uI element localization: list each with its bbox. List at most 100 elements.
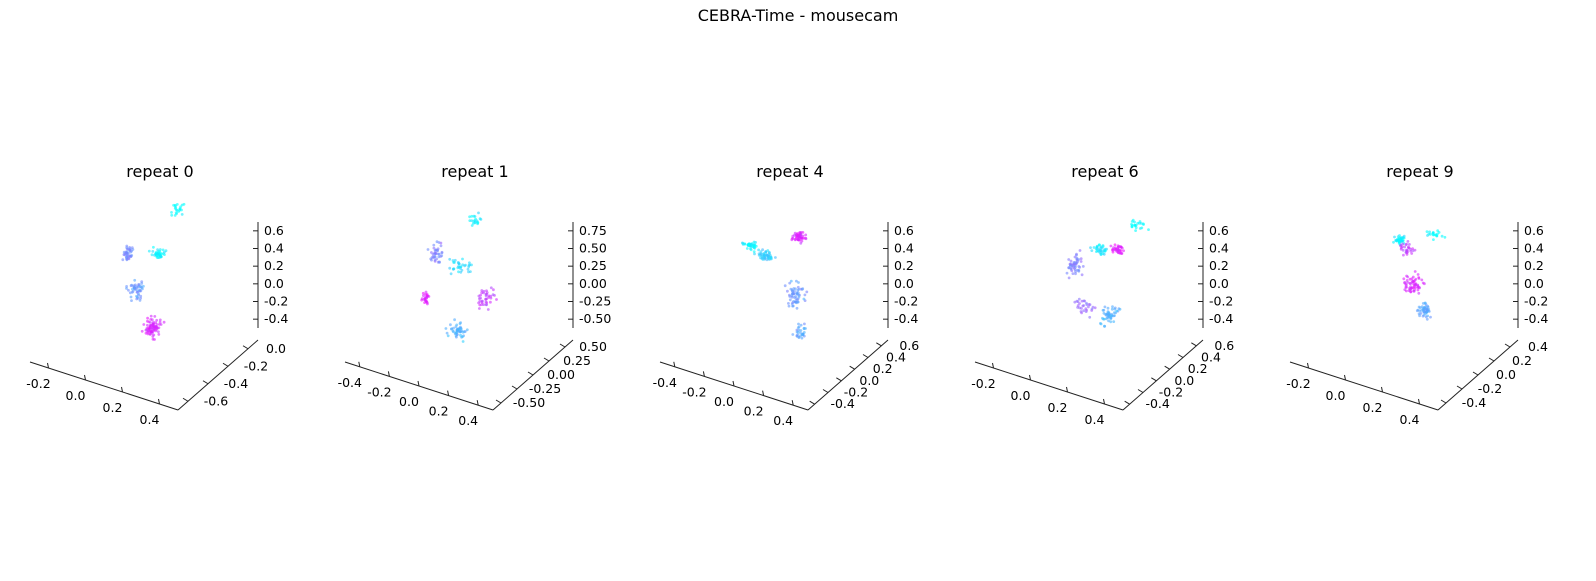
data-point xyxy=(1113,307,1117,311)
data-point xyxy=(1074,262,1078,265)
data-point xyxy=(1138,220,1142,223)
data-point xyxy=(1101,244,1105,247)
data-point xyxy=(1082,309,1086,313)
data-point xyxy=(157,333,161,336)
data-point xyxy=(1424,315,1428,319)
data-point xyxy=(433,258,437,262)
data-point xyxy=(801,231,805,234)
data-point xyxy=(796,330,800,334)
data-point xyxy=(476,221,480,225)
x-tick xyxy=(1344,374,1346,381)
data-point xyxy=(477,211,480,215)
data-point xyxy=(796,326,800,330)
data-point xyxy=(128,249,132,252)
data-point xyxy=(1069,259,1073,263)
data-point xyxy=(125,285,128,288)
data-point xyxy=(149,321,152,324)
data-point xyxy=(795,306,799,310)
data-point xyxy=(142,323,146,326)
data-point xyxy=(1405,279,1409,282)
data-point xyxy=(1091,305,1095,309)
data-point xyxy=(1399,243,1403,247)
data-point xyxy=(174,206,178,209)
data-point xyxy=(182,202,186,206)
data-point xyxy=(788,295,792,298)
x-tick xyxy=(1103,398,1105,405)
data-point xyxy=(1405,285,1408,289)
data-point xyxy=(1425,230,1429,233)
data-point xyxy=(1095,245,1099,249)
data-point xyxy=(449,323,452,327)
z-tick-label: 0.6 xyxy=(264,223,284,238)
z-tick-label: 0.0 xyxy=(894,276,914,291)
data-point xyxy=(764,251,768,254)
data-point xyxy=(479,293,482,297)
data-point xyxy=(1079,257,1083,261)
data-point xyxy=(1074,272,1077,276)
data-point xyxy=(478,307,481,310)
data-point xyxy=(137,293,140,297)
data-point xyxy=(1078,302,1081,305)
data-point xyxy=(470,219,474,222)
data-point xyxy=(802,327,806,331)
y-tick-label: -0.25 xyxy=(529,381,561,396)
data-point xyxy=(1423,302,1427,305)
data-point xyxy=(430,258,433,262)
data-point xyxy=(126,288,130,292)
x-tick-label: -0.2 xyxy=(367,384,391,399)
data-point xyxy=(803,293,807,297)
x-tick-label: -0.2 xyxy=(1286,376,1310,391)
data-point xyxy=(791,304,795,308)
x-tick xyxy=(732,380,735,387)
data-point xyxy=(470,224,474,227)
data-point xyxy=(1072,261,1076,264)
data-point xyxy=(791,301,795,304)
x-tick xyxy=(47,362,49,369)
z-tick-label: 0.2 xyxy=(264,258,284,273)
data-point xyxy=(768,251,771,255)
data-point xyxy=(793,233,796,237)
data-point xyxy=(1405,283,1408,287)
subplot-1: repeat 1 -0.4 -0.2 0.0 0.2 0.4 -0.50 -0.25 0.00… xyxy=(315,150,635,460)
data-point xyxy=(797,281,800,284)
y-tick xyxy=(1164,365,1170,370)
data-point xyxy=(797,336,801,339)
data-point xyxy=(457,270,460,274)
data-point xyxy=(1102,308,1106,312)
data-point xyxy=(1082,304,1086,307)
data-point xyxy=(461,257,464,261)
data-point xyxy=(470,214,474,218)
data-point xyxy=(795,334,799,338)
y-tick xyxy=(1440,399,1447,404)
y-tick xyxy=(511,385,518,390)
data-point xyxy=(437,241,441,244)
z-tick-label: 0.4 xyxy=(1209,241,1229,256)
data-point xyxy=(459,325,462,329)
data-point xyxy=(1074,270,1077,274)
data-point xyxy=(137,283,141,286)
data-point xyxy=(1109,244,1113,248)
data-point xyxy=(741,241,744,245)
data-point xyxy=(1106,306,1110,310)
data-point xyxy=(765,253,769,257)
data-point xyxy=(449,272,453,276)
z-tick-label: -0.25 xyxy=(579,294,611,309)
data-point xyxy=(786,289,789,293)
data-point xyxy=(135,297,139,301)
y-tick xyxy=(862,354,869,358)
data-point xyxy=(484,303,488,307)
data-point xyxy=(763,257,767,260)
subplot-4: repeat 9 -0.2 0.0 0.2 0.4 -0.4 -0.2 0.0 0.2 0.4-… xyxy=(1260,150,1580,460)
y-axis-line xyxy=(1122,339,1204,411)
data-point xyxy=(1403,245,1407,249)
data-point xyxy=(486,308,490,311)
data-point xyxy=(1081,265,1085,268)
y-tick-label: -0.50 xyxy=(513,395,545,410)
data-point xyxy=(440,250,444,254)
data-point xyxy=(798,231,802,234)
data-point xyxy=(1411,275,1415,279)
data-point xyxy=(1088,315,1092,319)
data-point xyxy=(1077,297,1081,301)
data-point xyxy=(455,335,458,339)
y-tick-label: -0.6 xyxy=(204,393,228,408)
